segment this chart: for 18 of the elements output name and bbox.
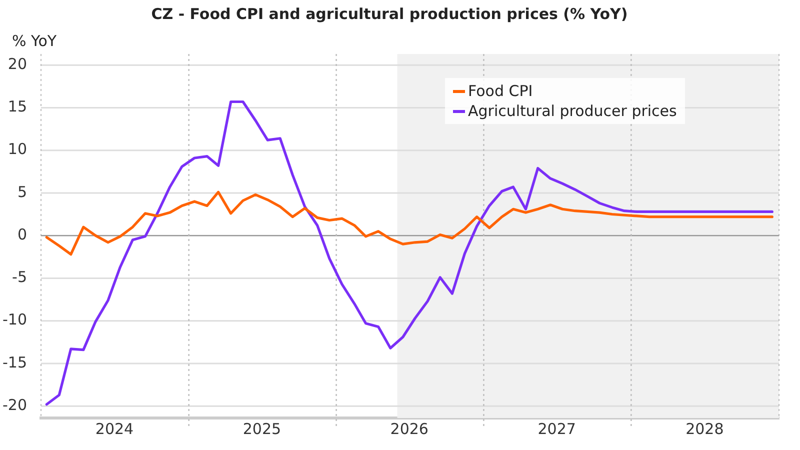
y-tick-label: 10 bbox=[8, 140, 27, 158]
chart-title: CZ - Food CPI and agricultural production prices (% YoY) bbox=[151, 4, 628, 23]
y-tick-label: -20 bbox=[2, 396, 27, 414]
y-tick-label: 20 bbox=[8, 54, 27, 73]
y-tick-label: 15 bbox=[8, 98, 27, 116]
x-tick-label: 2025 bbox=[242, 420, 282, 438]
y-tick-label: -5 bbox=[12, 268, 27, 286]
x-tick-label: 2026 bbox=[390, 420, 428, 438]
y-tick-label: 5 bbox=[17, 182, 27, 201]
legend-label: Agricultural producer prices bbox=[468, 102, 677, 120]
y-tick-label: -10 bbox=[2, 310, 27, 329]
y-tick-label: 0 bbox=[17, 225, 27, 244]
legend-label: Food CPI bbox=[468, 82, 533, 100]
x-tick-label: 2024 bbox=[95, 420, 134, 438]
x-tick-label: 2028 bbox=[686, 420, 724, 438]
y-tick-label: -15 bbox=[2, 353, 27, 372]
y-axis-title: % YoY bbox=[12, 32, 58, 50]
x-tick-label: 2027 bbox=[538, 420, 576, 438]
